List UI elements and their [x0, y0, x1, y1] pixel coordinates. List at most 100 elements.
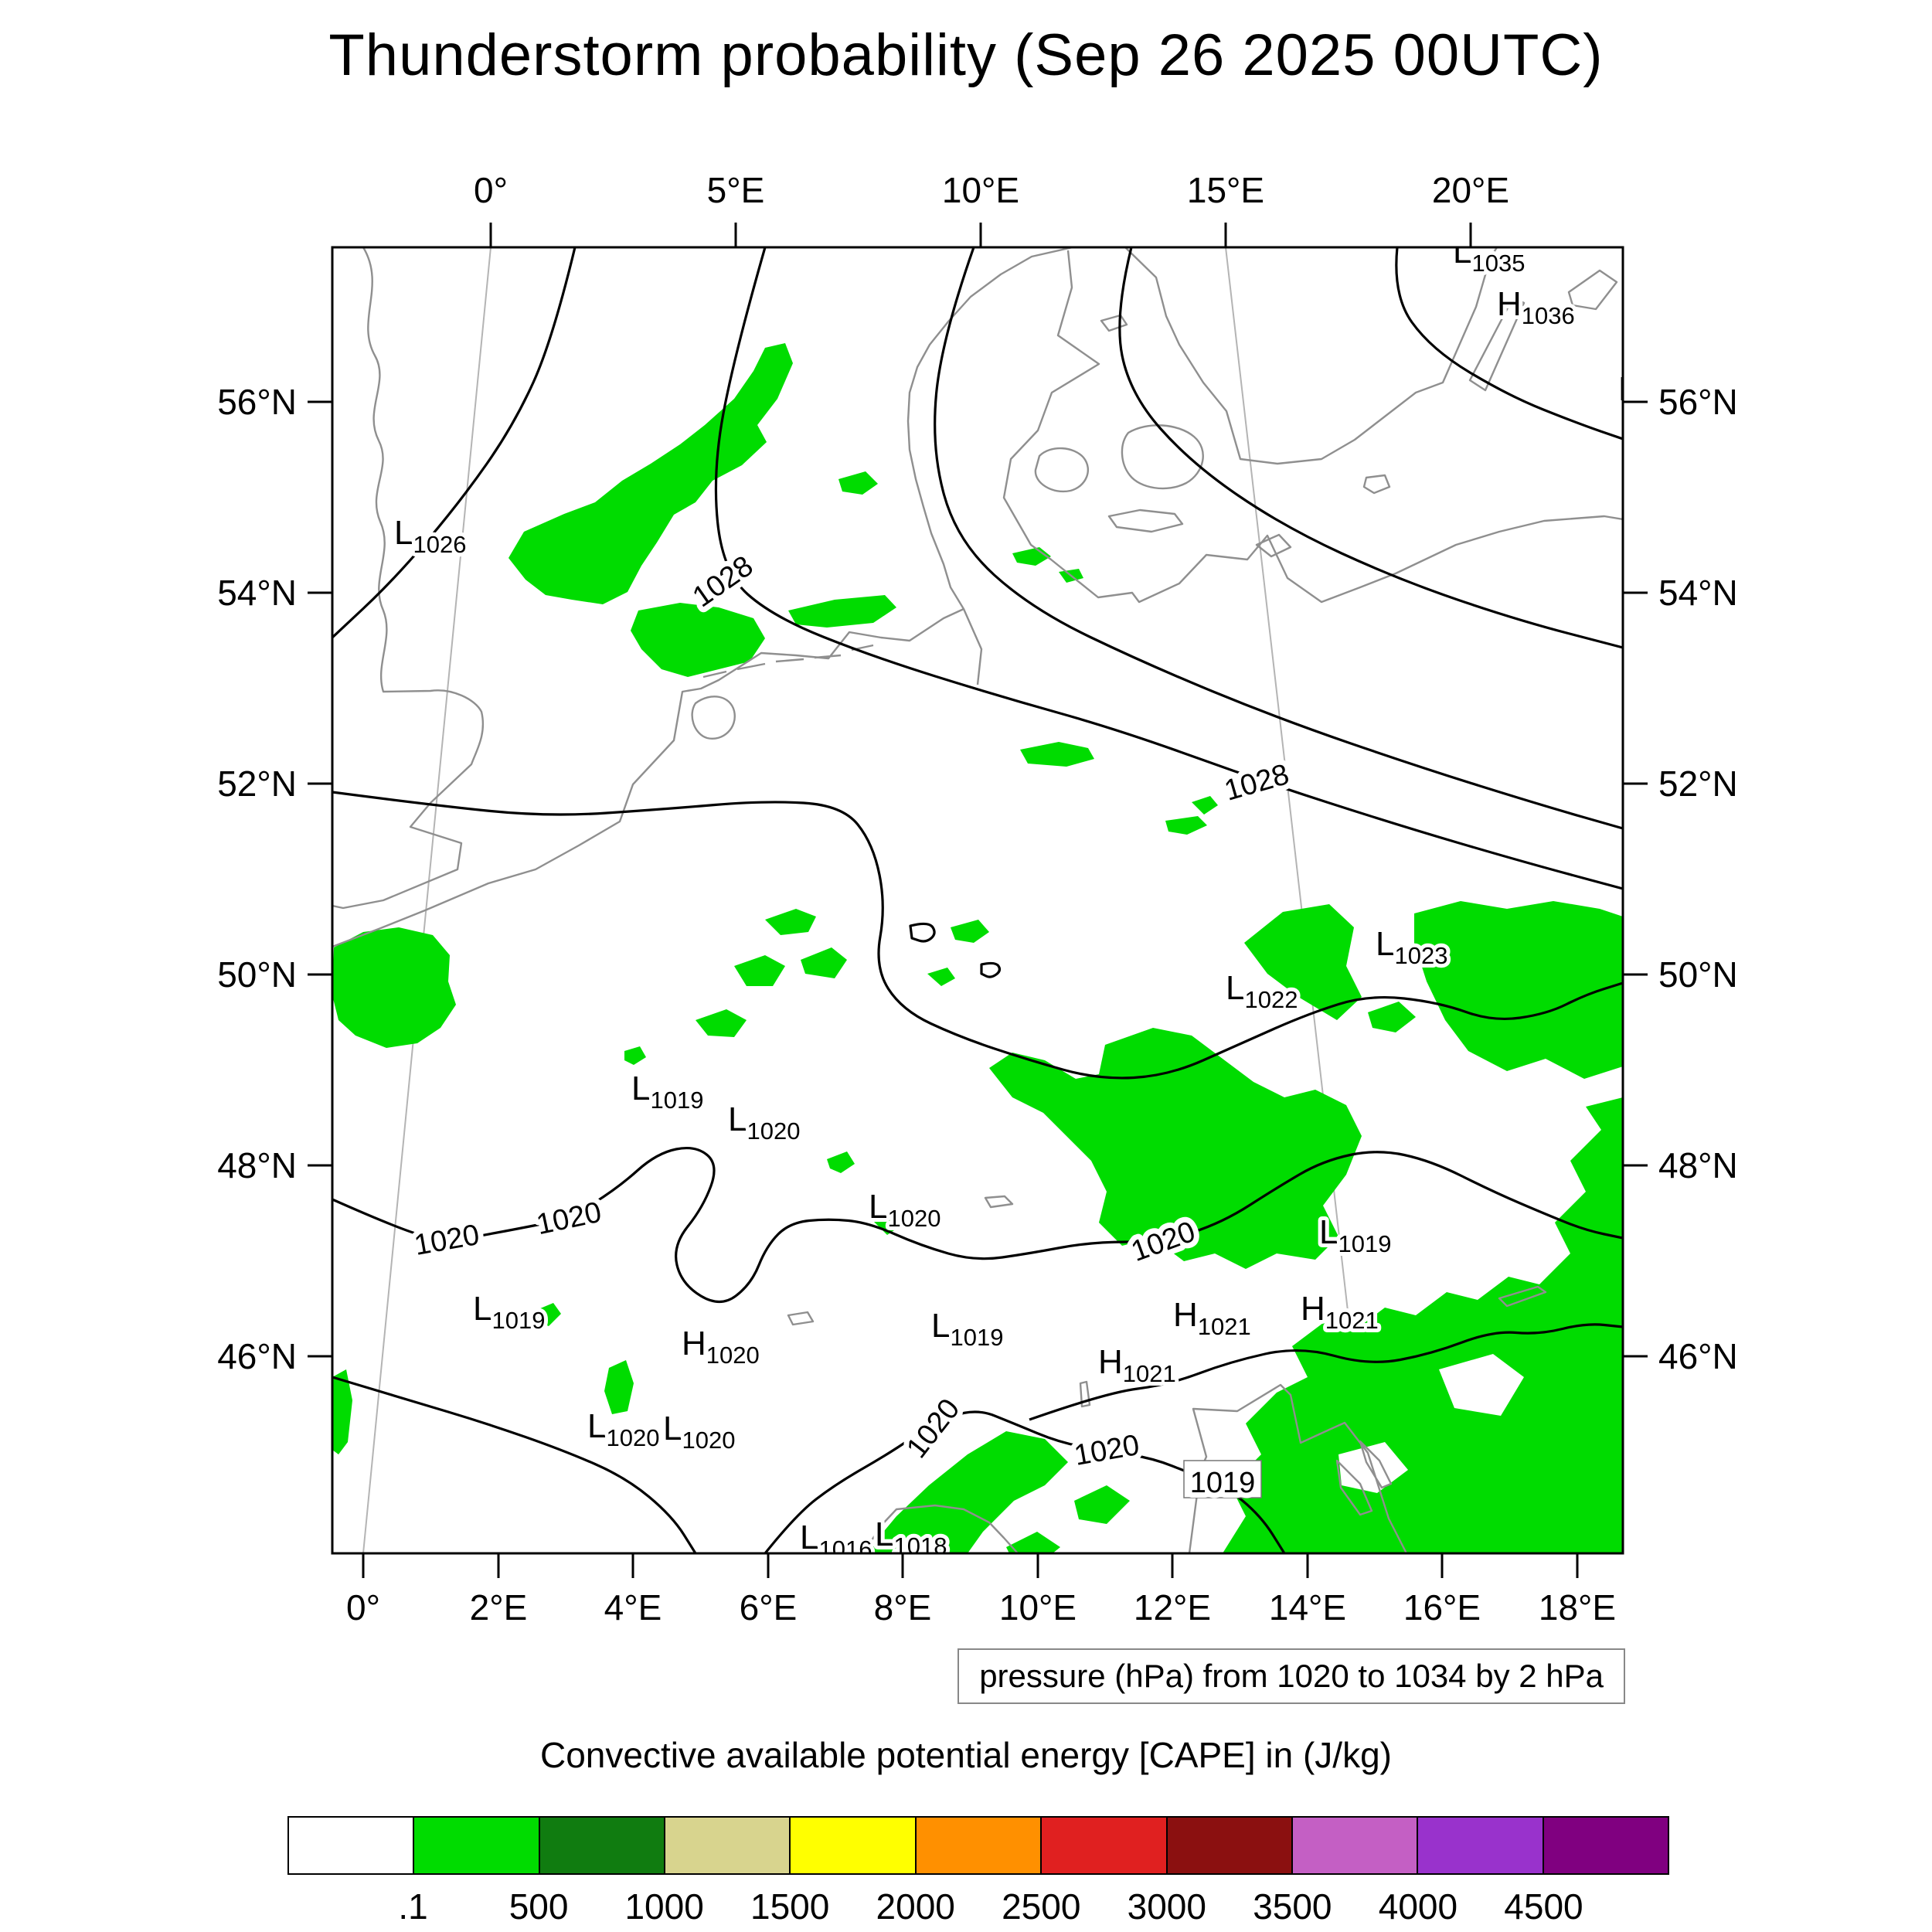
colorbar-cell	[289, 1818, 415, 1873]
isobar-label-box	[1183, 1460, 1262, 1498]
coastline-south	[787, 1195, 1547, 1553]
pressure-caption: pressure (hPa) from 1020 to 1034 by 2 hP…	[957, 1648, 1625, 1704]
cape-region	[866, 1431, 1068, 1553]
graticule-line	[362, 247, 492, 1553]
pressure-center: H1020	[682, 1325, 760, 1369]
axis-label-top: 20°E	[1432, 170, 1509, 210]
coastline-jutland-baltic	[1002, 250, 1623, 604]
cape-region	[624, 1046, 646, 1065]
axis-label-bottom: 0°	[346, 1587, 380, 1628]
isobar-label-group: 1019	[1183, 1460, 1262, 1505]
isobar-label-group: 1028	[1216, 753, 1298, 813]
axis-label-bottom: 12°E	[1134, 1587, 1211, 1628]
axis-label-top: 0°	[474, 170, 508, 210]
axis-label-bottom: 14°E	[1269, 1587, 1346, 1628]
cape-region	[951, 920, 989, 943]
axis-label-left: 46°N	[217, 1336, 297, 1376]
isobar-label: 1020	[900, 1393, 966, 1464]
isobar-contour	[332, 791, 1623, 1080]
coastline-islands	[691, 269, 1618, 740]
axis-label-right: 54°N	[1658, 573, 1738, 613]
colorbar-cell	[1418, 1818, 1544, 1873]
cape-region	[927, 968, 955, 986]
colorbar-tick-label: 1500	[750, 1886, 830, 1927]
graticule-layer	[362, 247, 1376, 1553]
axis-label-top: 5°E	[707, 170, 765, 210]
axis-label-top: 15°E	[1187, 170, 1264, 210]
axis-label-bottom: 2°E	[470, 1587, 528, 1628]
colorbar-tick-label: 2000	[876, 1886, 955, 1927]
colorbar-cell	[791, 1818, 917, 1873]
pressure-center: L1019	[1319, 1213, 1391, 1257]
coastline-continent	[332, 247, 1073, 948]
pressure-center: L1019	[473, 1290, 545, 1334]
isobar-label-group: 1020	[1066, 1423, 1148, 1478]
axis-label-left: 52°N	[217, 764, 297, 804]
axis-label-bottom: 10°E	[999, 1587, 1077, 1628]
pressure-center: L1022	[1226, 969, 1298, 1013]
colorbar-tick-label: .1	[398, 1886, 428, 1927]
cape-region	[827, 1151, 855, 1173]
pressure-center: L1018	[875, 1515, 947, 1560]
colorbar-cell	[539, 1818, 666, 1873]
pressure-center: L1026	[394, 514, 466, 558]
figure-title: Thunderstorm probability (Sep 26 2025 00…	[328, 22, 1604, 88]
colorbar-tick-label: 3500	[1253, 1886, 1332, 1927]
axis-label-left: 48°N	[217, 1145, 297, 1185]
cape-region	[801, 947, 847, 978]
axis-label-right: 48°N	[1658, 1145, 1738, 1185]
colorbar-tick-label: 500	[509, 1886, 569, 1927]
cape-region	[873, 1213, 901, 1235]
coastline-sweden	[1124, 247, 1498, 465]
pressure-center: L1020	[869, 1188, 940, 1232]
isobar-contour	[980, 961, 1002, 978]
isobar-label: 1020	[533, 1196, 604, 1242]
isobar-contour	[332, 247, 577, 639]
pressure-center: L1020	[728, 1100, 800, 1145]
pressure-center: H1021	[1301, 1290, 1379, 1334]
colorbar-cell	[1292, 1818, 1419, 1873]
isobar-label: 1028	[1221, 758, 1293, 808]
cape-region	[696, 1009, 747, 1037]
cape-region	[1006, 1532, 1060, 1553]
colorbar-cell	[1167, 1818, 1293, 1873]
cape-region	[734, 955, 785, 986]
axis-label-right: 52°N	[1658, 764, 1738, 804]
axis-label-bottom: 4°E	[604, 1587, 662, 1628]
axis-label-right: 46°N	[1658, 1336, 1738, 1376]
isobar-label: 1028	[687, 549, 759, 614]
isobar-label-group: 1020	[528, 1191, 609, 1247]
pressure-center: L1023	[1376, 925, 1447, 969]
axis-label-bottom: 16°E	[1403, 1587, 1481, 1628]
axis-label-left: 56°N	[217, 382, 297, 422]
axis-label-bottom: 6°E	[740, 1587, 798, 1628]
isobar-contour	[934, 247, 1623, 830]
cape-region	[509, 343, 793, 604]
isobar-contour	[332, 1376, 697, 1553]
coastline-layer	[332, 247, 1623, 1553]
cape-shading-layer	[332, 343, 1623, 1553]
pressure-center: L1016	[800, 1519, 872, 1563]
colorbar-tick-label: 3000	[1127, 1886, 1206, 1927]
cape-region	[1368, 1002, 1416, 1032]
cape-hole	[1439, 1354, 1524, 1416]
colorbar-tick-label: 4000	[1378, 1886, 1458, 1927]
pressure-center: H1036	[1497, 285, 1575, 329]
cape-region	[989, 1028, 1362, 1269]
cape-region	[765, 909, 816, 935]
isobar-contour	[1395, 247, 1623, 440]
pressure-center: L1020	[663, 1410, 735, 1454]
isobar-layer	[332, 247, 1623, 1553]
axis-label-right: 50°N	[1658, 954, 1738, 995]
cape-region	[1192, 796, 1218, 815]
isobar-label-group: 1020	[895, 1387, 971, 1469]
cape-region	[838, 471, 878, 495]
cape-region	[535, 1303, 561, 1326]
isobar-contour	[909, 922, 936, 943]
cape-region	[604, 1360, 634, 1414]
axis-label-right: 56°N	[1658, 382, 1738, 422]
axis-label-bottom: 18°E	[1539, 1587, 1616, 1628]
isobar-contour	[332, 1146, 1623, 1304]
